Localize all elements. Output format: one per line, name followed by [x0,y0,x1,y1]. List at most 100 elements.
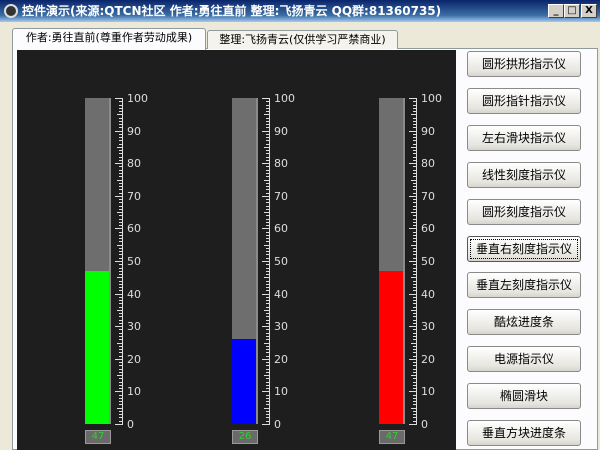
demo-button[interactable]: 圆形拱形指示仪 [467,51,581,77]
scale-tick [413,169,417,171]
scale-tick [413,303,417,305]
scale-tick [266,365,270,367]
scale-tick [264,309,270,311]
scale-tick [266,104,270,106]
scale-tick [117,146,123,148]
scale-tick [119,274,123,276]
scale-tick [119,111,123,113]
scale-label: 50 [421,255,435,268]
scale-tick [266,234,270,236]
demo-button[interactable]: 线性刻度指示仪 [467,161,581,188]
scale-tick [117,114,123,116]
gauge-value: 47 [85,430,111,444]
scale-tick [266,296,270,298]
scale-tick [117,212,123,214]
scale-label: 40 [274,287,288,301]
demo-button[interactable]: 垂直左刻度指示仪 [467,272,581,299]
demo-button[interactable]: 圆形指针指示仪 [467,87,581,114]
scale-tick [413,257,417,259]
scale-tick [119,264,123,266]
scale-tick [413,322,417,324]
demo-button[interactable]: 椭圆滑块 [467,383,581,410]
scale-tick [119,169,123,171]
scale-tick [115,261,123,262]
scale-tick [266,117,270,119]
demo-button[interactable]: 圆形刻度指示仪 [467,198,581,225]
scale-tick [411,114,417,116]
scale-tick [119,300,123,302]
scale-tick [411,244,417,246]
scale-label: 90 [274,124,288,138]
tab-author[interactable]: 作者:勇往直前(尊重作者劳动成果) [12,28,206,50]
scale-tick [119,159,123,161]
scale-tick [266,352,270,354]
scale-tick [119,241,123,243]
tab-organizer[interactable]: 整理:飞扬青云(仅供学习严禁商业) [207,30,398,49]
scale-tick [117,244,123,246]
scale-tick [413,355,417,357]
scale-tick [264,244,270,246]
scale-tick [413,306,417,308]
scale-tick [266,225,270,227]
demo-button[interactable]: 垂直方块进度条 [467,420,581,446]
demo-button[interactable]: 垂直右刻度指示仪 [467,235,581,262]
scale-tick [413,397,417,399]
scale-tick [266,368,270,370]
scale-tick [413,176,417,178]
scale-tick [266,322,270,324]
scale-tick [119,104,123,106]
scale-label: 20 [127,352,141,366]
scale-label: 0 [421,418,428,431]
scale-tick [266,257,270,259]
scale-tick [119,283,123,285]
scale-tick [119,303,123,305]
scale-tick [409,98,417,99]
scale-tick [413,264,417,266]
scale-tick [262,261,270,262]
gauge-fill [379,270,403,424]
scale-tick [413,394,417,396]
scale-tick [119,420,123,422]
scale-tick [413,319,417,321]
scale-tick [266,381,270,383]
maximize-button[interactable]: □ [564,4,580,18]
scale-tick [266,221,270,223]
scale-tick [413,107,417,109]
scale-tick [119,247,123,249]
scale-tick [266,270,270,272]
demo-button[interactable]: 电源指示仪 [467,346,581,373]
scale-tick [266,303,270,305]
demo-button[interactable]: 左右滑块指示仪 [467,124,581,151]
scale-tick [266,264,270,266]
scale-tick [115,326,123,328]
scale-tick [115,163,123,165]
scale-tick [117,407,123,409]
scale-tick [119,313,123,315]
scale-label: 50 [127,255,141,268]
scale-tick [266,417,270,419]
close-button[interactable]: X [581,4,597,18]
scale-tick [119,238,123,240]
minimize-button[interactable]: _ [548,4,564,18]
scale-tick [119,352,123,354]
scale-tick [413,417,417,419]
scale-tick [262,326,270,328]
scale-label: 100 [127,92,148,105]
demo-button[interactable]: 酷炫进度条 [467,309,581,336]
scale-tick [266,124,270,126]
scale-tick [119,156,123,158]
scale-tick [266,287,270,289]
scale-tick [119,345,123,347]
scale-tick [411,277,417,279]
scale-tick [266,410,270,412]
scale-tick [413,241,417,243]
scale-tick [115,391,123,393]
window-title: 控件演示(来源:QTCN社区 作者:勇往直前 整理:飞扬青云 QQ群:81360… [22,4,442,18]
gauge-value: 26 [232,430,258,444]
scale-tick [413,335,417,337]
scale-tick [266,316,270,318]
scale-tick [119,384,123,386]
scale-tick [413,254,417,256]
scale-tick [262,228,270,230]
scale-tick [266,137,270,139]
